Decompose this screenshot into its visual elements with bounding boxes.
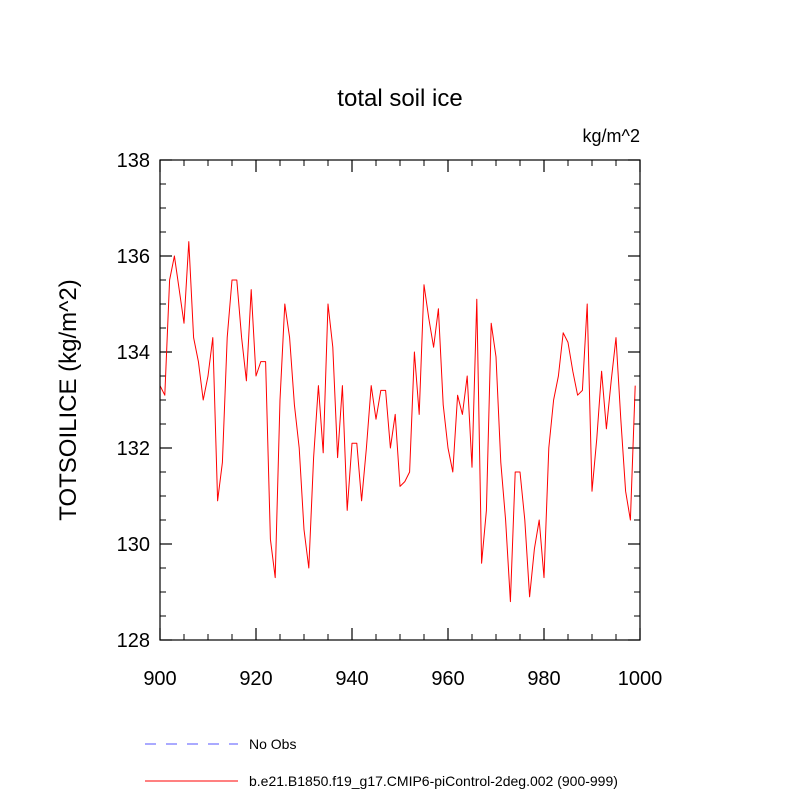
x-tick-label: 1000	[618, 668, 663, 690]
x-tick-label: 940	[335, 668, 368, 690]
chart-title: total soil ice	[337, 85, 462, 112]
tick-labels: 900 920 940 960 980 1000 128 130 132 134 136 138	[117, 150, 663, 690]
series-line	[159, 241, 636, 603]
y-tick-label: 138	[117, 150, 150, 172]
x-tick-label: 900	[143, 668, 176, 690]
legend-no-obs-label: No Obs	[249, 736, 296, 752]
units-label: kg/m^2	[583, 126, 640, 146]
y-axis-label: TOTSOILICE (kg/m^2)	[55, 279, 82, 521]
x-tick-label: 980	[527, 668, 560, 690]
y-tick-label: 134	[117, 342, 150, 364]
plot-series	[159, 241, 636, 603]
x-tick-label: 960	[431, 668, 464, 690]
y-tick-label: 128	[117, 630, 150, 652]
legend: No Obs b.e21.B1850.f19_g17.CMIP6-piContr…	[145, 736, 618, 789]
y-tick-label: 136	[117, 246, 150, 268]
legend-series-label: b.e21.B1850.f19_g17.CMIP6-piControl-2deg…	[249, 773, 618, 789]
y-tick-label: 132	[117, 438, 150, 460]
x-tick-label: 920	[239, 668, 272, 690]
y-tick-label: 130	[117, 534, 150, 556]
plot-frame	[159, 159, 641, 641]
